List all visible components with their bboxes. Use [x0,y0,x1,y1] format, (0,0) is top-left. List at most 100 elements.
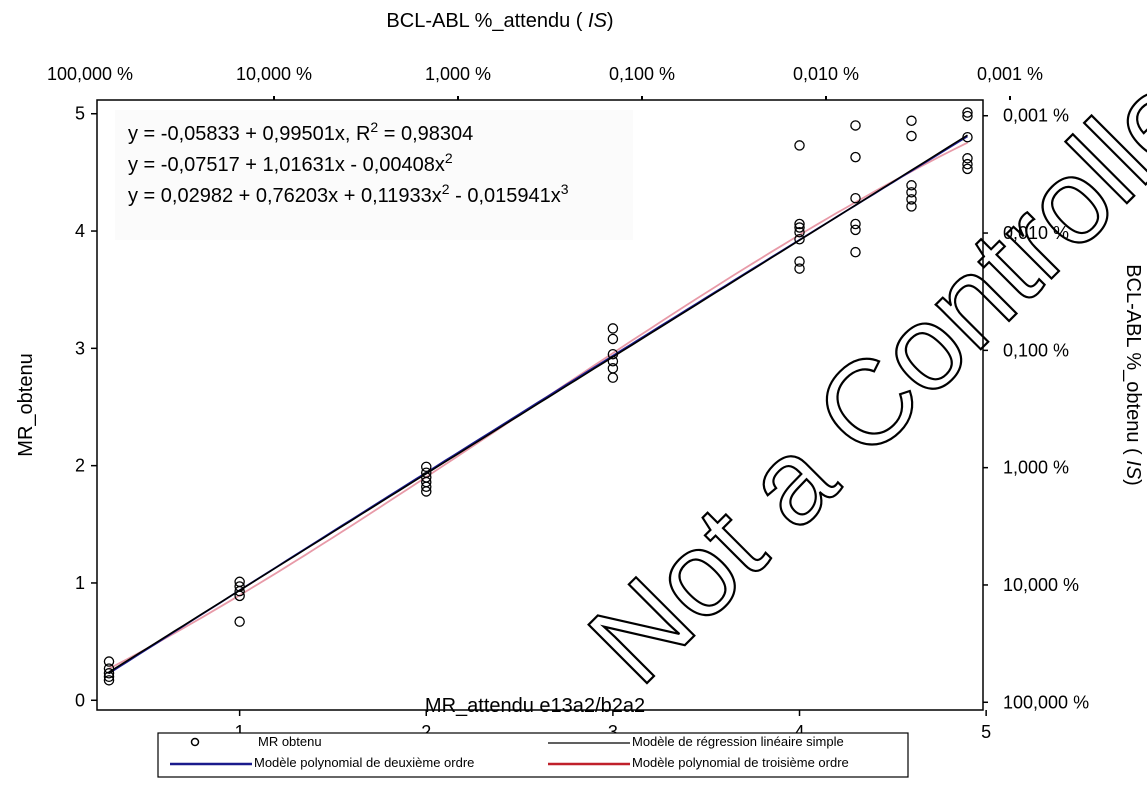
data-point [607,363,619,374]
y-tick-label: 2 [75,456,85,476]
right-tick-label: 0,100 % [1003,340,1069,360]
equation-main: y = -0,07517 + 1,01631x - 0,00408x [128,154,445,176]
x-tick-label: 2 [421,722,431,742]
right-axis-title: BCL-ABL %_obtenu ( IS) [1122,264,1144,486]
title-tail: ) [607,10,614,32]
data-point [607,355,619,367]
equation-sup: 2 [445,150,453,166]
equation-tail: - 0,015941x [450,185,561,207]
data-point [850,120,861,131]
data-point [607,348,619,360]
data-point [962,131,973,143]
data-point [103,675,115,686]
plot-frame [96,99,984,711]
data-point [421,461,432,473]
equation-line: y = -0,05833 + 0,99501x, R2 = 0,98304 [128,119,473,145]
series-line [108,134,968,673]
data-point [421,481,432,493]
regression-lines [108,134,968,675]
data-point [103,663,115,674]
data-point [607,323,619,334]
data-point [850,192,861,204]
y-tick-label: 0 [75,690,85,710]
data-point [906,115,917,127]
italic-part: IS [1122,460,1144,480]
data-point [103,668,115,679]
equation-line: y = 0,02982 + 0,76203x + 0,11933x2 - 0,0… [128,181,569,207]
equation-sup: 2 [442,181,450,197]
right-axis-title-text: BCL-ABL %_obtenu ( [1122,264,1144,455]
x-tick-label: 5 [981,722,991,742]
data-point [962,158,973,170]
data-point [794,263,805,274]
top-axis-title-text: BCL-ABL %_attendu ( [386,10,582,32]
y-axis-title: MR_obtenu [15,353,37,456]
data-point [794,222,805,233]
data-point [794,256,805,267]
data-point [906,194,917,205]
right-axis: 0,001 % 0,010 % 0,100 % 1,000 % 10,000 % 100,… [983,106,1089,712]
y-axis: 0 1 2 3 4 5 [75,104,97,710]
equation-sup: 3 [561,181,569,197]
right-tick-label: 1,000 % [1003,458,1069,478]
top-tick-label: 100,000 % [47,64,133,84]
data-point [962,110,973,122]
data-point [962,107,973,118]
y-tick-label: 3 [75,338,85,358]
data-points [103,107,973,686]
equation-line: y = -0,07517 + 1,01631x - 0,00408x2 [128,150,453,176]
data-point [103,671,115,683]
data-point [103,656,115,667]
data-point [794,233,805,245]
italic-part: IS [588,10,608,32]
legend-label: MR obtenu [258,734,322,749]
top-tick-label: 0,010 % [793,64,859,84]
data-point [794,140,805,151]
data-point [850,218,861,230]
top-tick-label: 0,100 % [609,64,675,84]
title-tail: ) [1122,479,1144,486]
legend: MR obtenu Modèle de régression linéaire s… [157,732,909,778]
top-axis: 100,000 % 10,000 % 1,000 % 0,100 % 0,010 % 0,… [47,64,1043,100]
data-point [234,590,245,602]
right-tick-label: 0,001 % [1003,106,1069,126]
data-point [906,130,917,142]
data-point [850,224,861,236]
equation-box [115,110,633,240]
right-tick-label: 0,010 % [1003,223,1069,243]
x-axis-title: MR_attendu e13a2/b2a2 [425,695,645,717]
equation-main: y = -0,05833 + 0,99501x, R [128,123,370,145]
data-point [850,246,861,258]
data-point [906,180,917,191]
data-point [234,616,245,627]
legend-label: Modèle polynomial de troisième ordre [632,755,849,770]
y-tick-label: 1 [75,573,85,593]
top-tick-label: 1,000 % [425,64,491,84]
top-tick-label: 10,000 % [236,64,312,84]
data-point [906,187,917,198]
legend-box [157,732,909,778]
x-tick-label: 1 [235,722,245,742]
data-point [607,372,619,383]
legend-label: Modèle polynomial de deuxième ordre [254,755,474,770]
right-tick-label: 10,000 % [1003,575,1079,595]
y-tick-label: 4 [75,221,85,241]
x-tick-label: 4 [795,722,805,742]
y-tick-label: 5 [75,104,85,124]
equation-tail: = 0,98304 [378,123,473,145]
data-point [906,201,917,212]
data-point [962,153,973,164]
legend-symbol-point [190,737,200,747]
data-point [850,151,861,163]
x-axis: 1 2 3 4 5 [235,710,991,742]
data-point [962,163,973,175]
top-axis-title: BCL-ABL %_attendu ( IS) [386,10,613,32]
legend-label: Modèle de régression linéaire simple [632,734,844,749]
top-tick-label: 0,001 % [977,64,1043,84]
right-tick-label: 100,000 % [1003,692,1089,712]
data-point [607,333,619,345]
x-tick-label: 3 [608,722,618,742]
data-point [421,486,432,497]
